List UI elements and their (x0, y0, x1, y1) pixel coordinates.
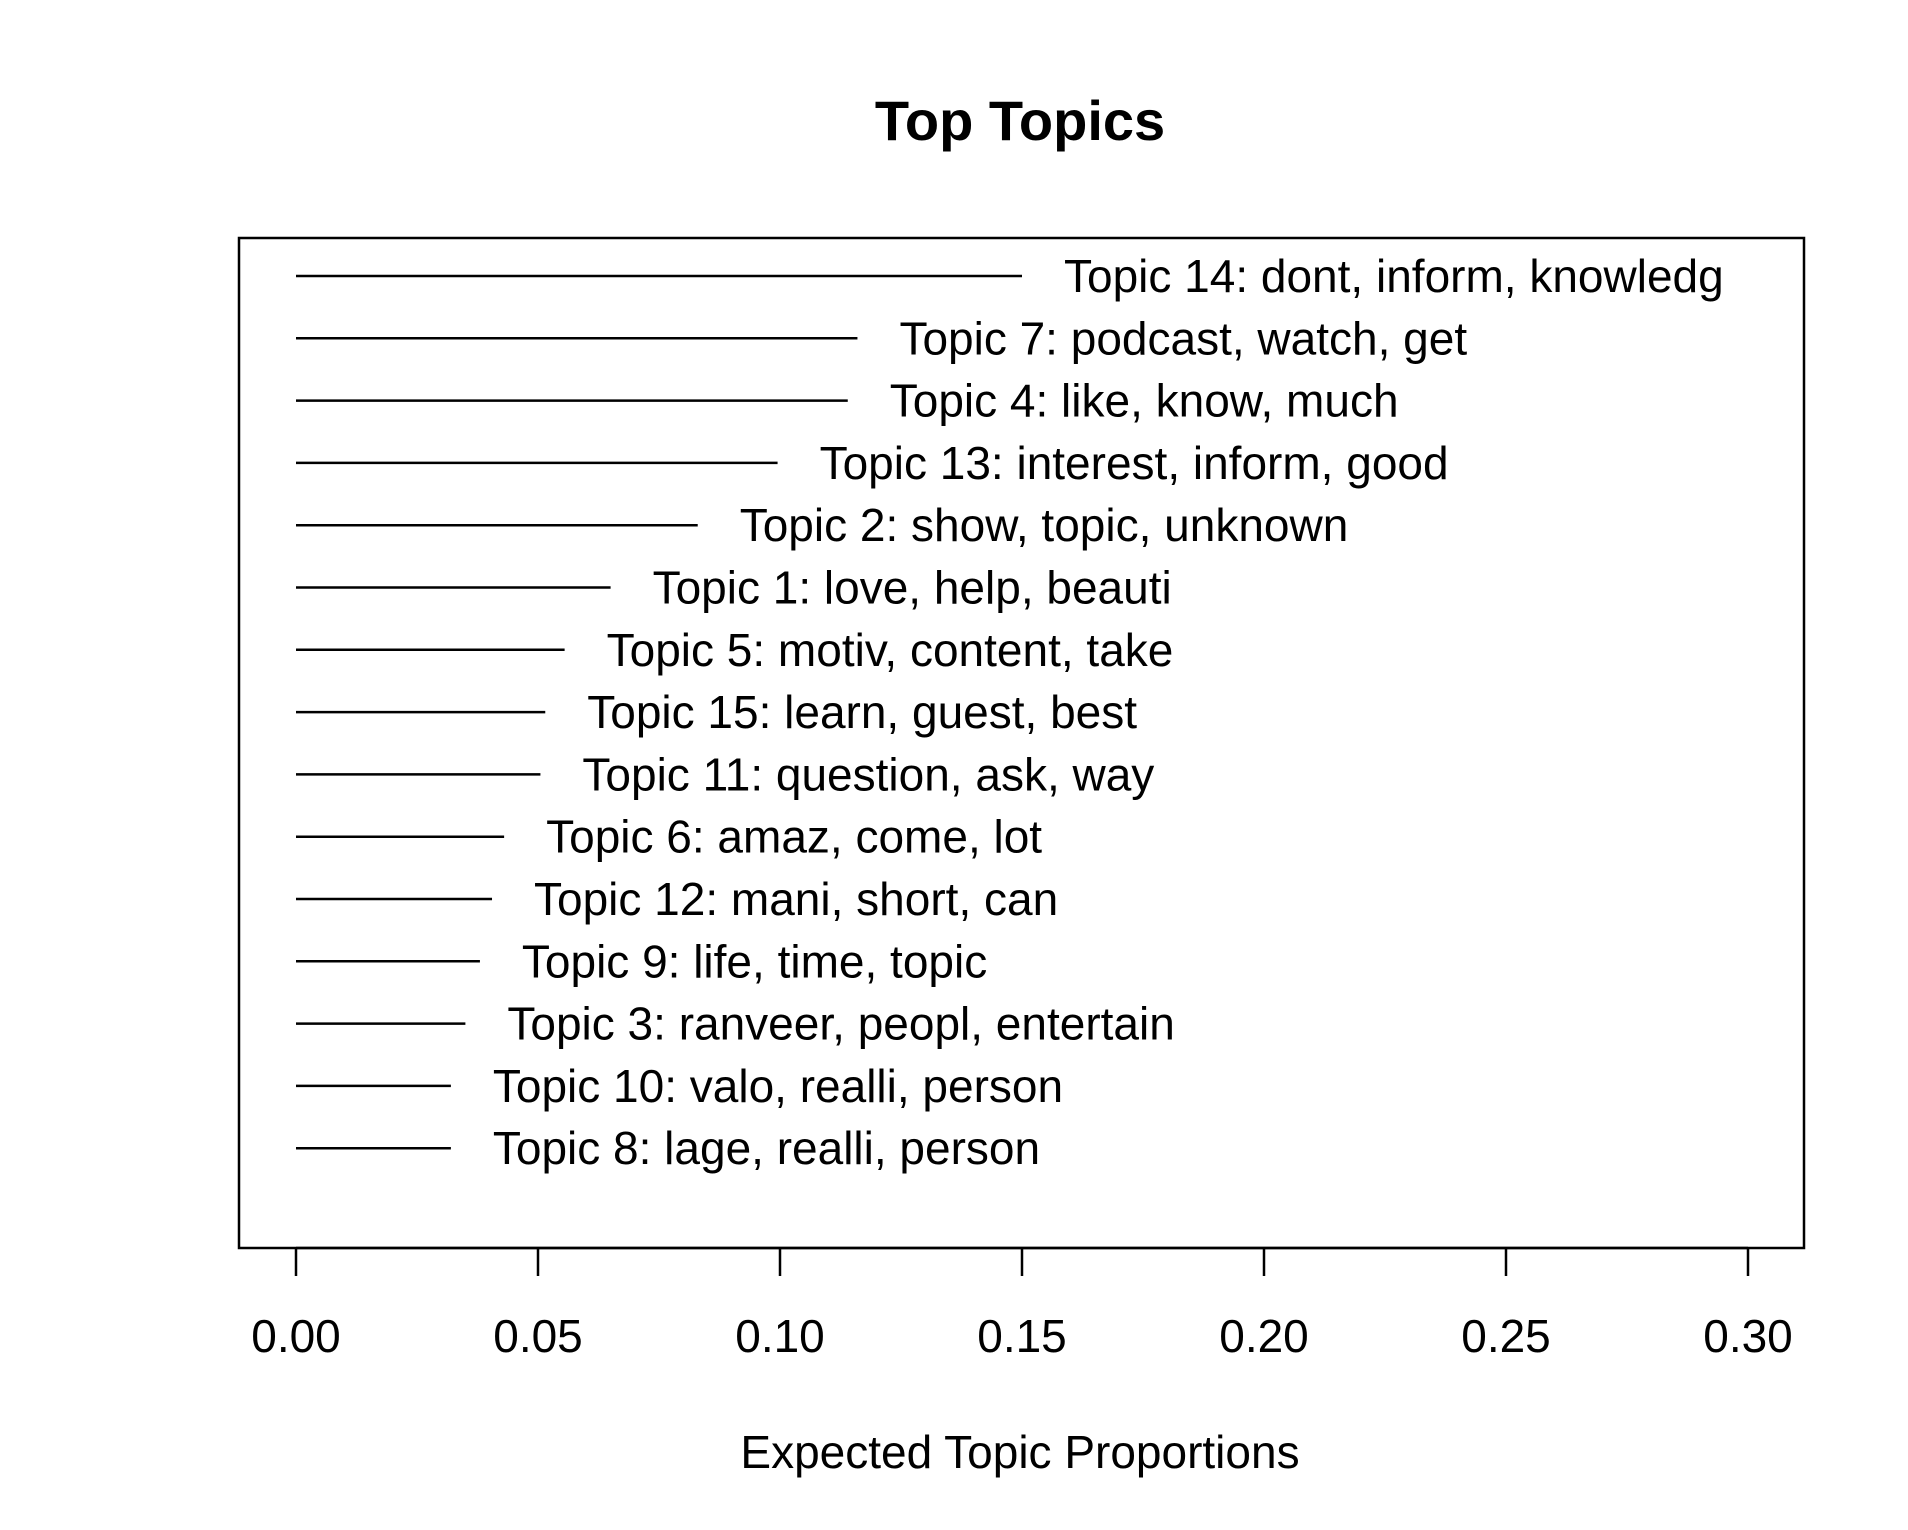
x-tick-label: 0.10 (735, 1310, 825, 1362)
bar-group: Topic 14: dont, inform, knowledg Topic 7:… (296, 250, 1724, 1174)
topic-label: Topic 11: question, ask, way (582, 748, 1154, 800)
x-axis-ticks: 0.00 0.05 0.10 0.15 0.20 0.25 0.30 (251, 1248, 1793, 1362)
x-tick-label: 0.30 (1703, 1310, 1793, 1362)
x-tick-label: 0.20 (1219, 1310, 1309, 1362)
topic-label: Topic 1: love, help, beauti (653, 562, 1172, 614)
x-tick-label: 0.25 (1461, 1310, 1551, 1362)
x-tick-label: 0.15 (977, 1310, 1067, 1362)
topic-label: Topic 14: dont, inform, knowledg (1064, 250, 1724, 302)
topic-label: Topic 4: like, know, much (890, 375, 1399, 427)
topic-label: Topic 7: podcast, watch, get (899, 312, 1467, 364)
topic-label: Topic 6: amaz, come, lot (546, 811, 1042, 863)
topic-label: Topic 9: life, time, topic (522, 935, 987, 987)
topic-label: Topic 13: interest, inform, good (820, 437, 1449, 489)
topic-label: Topic 15: learn, guest, best (587, 686, 1137, 738)
x-tick-label: 0.05 (493, 1310, 583, 1362)
chart-title: Top Topics (875, 89, 1165, 152)
x-axis-title: Expected Topic Proportions (740, 1426, 1299, 1478)
topic-label: Topic 10: valo, realli, person (493, 1060, 1063, 1112)
topic-label: Topic 2: show, topic, unknown (740, 499, 1349, 551)
x-tick-label: 0.00 (251, 1310, 341, 1362)
topic-label: Topic 12: mani, short, can (534, 873, 1058, 925)
topic-label: Topic 8: lage, realli, person (493, 1122, 1040, 1174)
topic-label: Topic 3: ranveer, peopl, entertain (507, 998, 1174, 1050)
topic-label: Topic 5: motiv, content, take (607, 624, 1174, 676)
